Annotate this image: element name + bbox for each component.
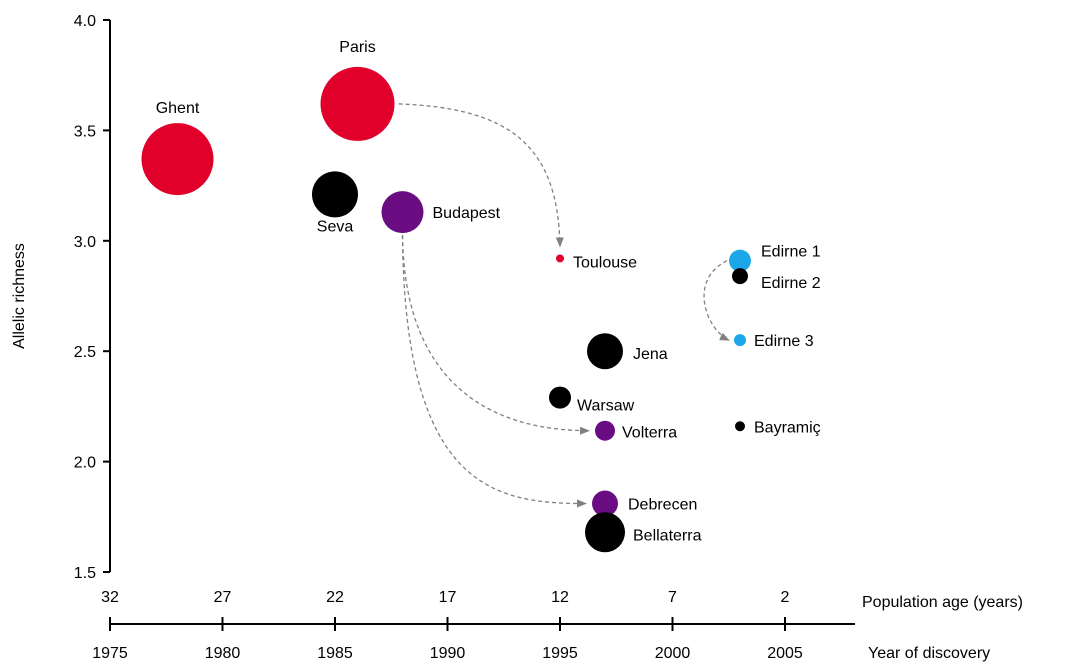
x-age-tick-label: 7 (668, 589, 677, 606)
label-bellaterra: Bellaterra (633, 527, 702, 544)
point-paris (320, 66, 395, 141)
x-age-tick-label: 32 (101, 589, 119, 606)
arrows (398, 103, 730, 508)
y-tick-label: 2.0 (74, 455, 96, 472)
y-tick-label: 3.5 (74, 123, 96, 140)
label-toulouse: Toulouse (573, 254, 637, 271)
x-age-tick-label: 2 (781, 589, 790, 606)
x-year-tick-label: 1990 (430, 645, 466, 662)
point-edirne-3 (734, 334, 746, 347)
y-tick-label: 2.5 (74, 344, 96, 361)
y-tick-label: 3.0 (74, 234, 96, 251)
point-bellaterra (585, 512, 625, 553)
x-year-tick-label: 1985 (317, 645, 353, 662)
x-year-tick-label: 2000 (655, 645, 691, 662)
point-edirne-1 (729, 249, 751, 272)
label-edirne-1: Edirne 1 (761, 244, 821, 261)
x-year-tick-label: 1980 (205, 645, 241, 662)
x-axis-year: 1975 1980 1985 1990 1995 2000 2005 Year of dis… (92, 617, 990, 662)
point-debrecen (592, 490, 618, 517)
label-paris: Paris (339, 39, 375, 56)
point-budapest (381, 191, 424, 234)
x-year-tick-label: 1995 (542, 645, 578, 662)
label-warsaw: Warsaw (577, 398, 635, 415)
point-toulouse (556, 254, 564, 263)
y-axis-title: Allelic richness (11, 243, 28, 349)
label-edirne-3: Edirne 3 (754, 333, 814, 350)
x-year-tick-label: 2005 (767, 645, 803, 662)
y-axis: 1.5 2.0 2.5 3.0 3.5 4.0 Allelic richness (11, 13, 111, 582)
label-ghent: Ghent (156, 100, 200, 117)
x-age-tick-label: 17 (439, 589, 457, 606)
x-axis-year-title: Year of discovery (868, 645, 990, 662)
x-axis-age: 32 27 22 17 12 7 2 Population age (years) (101, 589, 1023, 611)
arrow-paris-to-toulouse (398, 103, 564, 248)
label-debrecen: Debrecen (628, 497, 697, 514)
point-warsaw (549, 386, 571, 409)
x-axis-age-title: Population age (years) (862, 594, 1023, 611)
x-age-tick-label: 22 (326, 589, 344, 606)
point-labels: Ghent Paris Seva Budapest Toulouse Edirne 1 Ed… (156, 39, 821, 544)
label-edirne-2: Edirne 2 (761, 275, 821, 292)
label-bayramiç: Bayramiç (754, 419, 821, 436)
point-seva (312, 171, 358, 218)
point-bayramiç (735, 421, 745, 432)
y-tick-label: 1.5 (74, 565, 96, 582)
arrow-edirne-1-to-edirne-3 (703, 260, 730, 341)
x-age-tick-label: 27 (214, 589, 232, 606)
x-year-tick-label: 1975 (92, 645, 128, 662)
arrow-budapest-to-debrecen (401, 235, 587, 508)
label-budapest: Budapest (433, 205, 501, 222)
point-jena (587, 333, 623, 370)
label-volterra: Volterra (622, 425, 677, 442)
point-volterra (595, 420, 615, 441)
data-points (141, 66, 751, 553)
point-edirne-2 (732, 268, 748, 285)
y-tick-label: 4.0 (74, 13, 96, 30)
point-ghent (141, 123, 214, 196)
x-age-tick-label: 12 (551, 589, 569, 606)
label-jena: Jena (633, 346, 668, 363)
label-seva: Seva (317, 218, 354, 235)
